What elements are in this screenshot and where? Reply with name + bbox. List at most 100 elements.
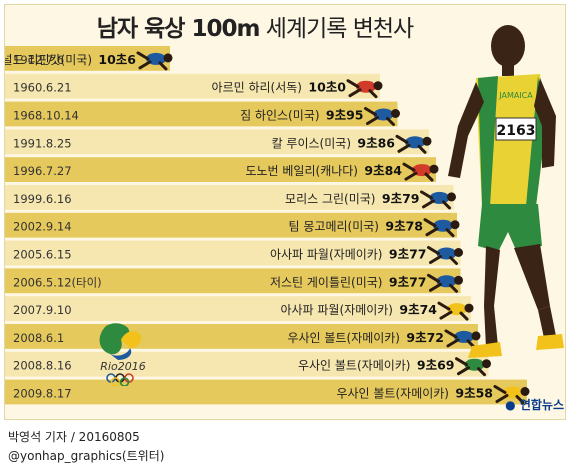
record-date: 2009.8.17 <box>13 387 72 401</box>
record-time: 9초69 <box>417 358 455 373</box>
record-athlete: 아사파 파월(자메이카) <box>270 248 383 262</box>
record-band <box>5 157 436 182</box>
infographic-frame: 남자 육상 100m 세계기록 변천사 1912.7.6 10초6 도널드 리핀캇(… <box>4 4 566 420</box>
record-date: 2008.6.1 <box>13 331 64 345</box>
runner-leg <box>449 256 458 265</box>
record-date: 2002.9.14 <box>13 220 72 234</box>
record-band <box>5 129 429 155</box>
record-athlete: 아사파 파월(자메이카) <box>280 303 393 317</box>
runner-arm <box>395 134 409 144</box>
agency-icon: ● <box>505 398 516 412</box>
record-date: 1991.8.25 <box>13 136 72 150</box>
runner-arm <box>427 246 440 255</box>
runner-leg <box>495 394 509 403</box>
runner-arm <box>427 273 440 283</box>
record-date: 2008.8.16 <box>13 359 72 373</box>
runner-head <box>373 81 383 91</box>
agency-logo: ● 연합뉴스 <box>505 396 564 413</box>
twitter-text: @yonhap_graphics(트위터) <box>8 449 165 463</box>
runner-arm <box>136 51 150 61</box>
record-date: 2007.9.10 <box>13 303 72 317</box>
runner-leg <box>348 88 362 98</box>
runner-leg <box>442 200 451 210</box>
record-time: 9초79 <box>382 191 420 206</box>
runner-head <box>429 164 439 174</box>
runner-arm <box>444 329 458 339</box>
record-time: 9초84 <box>364 163 402 178</box>
runner-arm <box>364 107 377 116</box>
runner-head <box>422 136 432 146</box>
runner-leg <box>425 227 439 237</box>
runner-arm <box>346 79 360 89</box>
runner-leg <box>138 60 152 70</box>
runner-head <box>447 192 456 202</box>
runner-leg <box>459 311 469 321</box>
runner-leg <box>386 117 395 126</box>
record-athlete: 팀 몽고메리(미국) <box>289 220 379 234</box>
bib-number: 2163 <box>497 123 536 139</box>
record-athlete: 도널드 리핀캇(미국) <box>5 53 92 67</box>
usain-bolt-illustration: 2163 JAMAICA <box>448 25 564 358</box>
runner-leg <box>366 116 379 125</box>
record-time: 9초77 <box>389 274 427 289</box>
record-time: 10초6 <box>98 52 136 67</box>
record-date: 1996.7.27 <box>13 164 72 178</box>
record-athlete: 아르민 하리(서독) <box>212 81 302 95</box>
runner-arm <box>437 301 451 311</box>
record-band <box>5 351 489 377</box>
record-time: 9초58 <box>455 386 493 401</box>
runner-head <box>482 359 491 369</box>
record-date: 1968.10.14 <box>13 109 79 123</box>
record-time: 9초72 <box>406 330 444 345</box>
record-band <box>5 268 461 294</box>
runner-leg <box>515 395 525 404</box>
record-time: 10초0 <box>308 80 346 95</box>
record-time: 9초95 <box>326 108 364 123</box>
jersey-text: JAMAICA <box>498 91 533 100</box>
record-band <box>5 296 471 321</box>
record-time: 9초86 <box>357 135 395 150</box>
runner-leg <box>445 228 455 238</box>
runner-arm <box>420 190 433 200</box>
record-time: 9초78 <box>385 219 423 234</box>
runner-leg <box>368 89 378 99</box>
runner-head <box>391 109 400 118</box>
record-chart: 1912.7.6 10초6 도널드 리핀캇(미국) 1960.6.21 10초0 아르민 … <box>5 46 530 405</box>
record-time: 9초74 <box>399 302 437 317</box>
runner-head <box>450 220 460 230</box>
record-band <box>5 324 478 349</box>
runner-arm <box>402 162 416 172</box>
runner-leg <box>446 338 460 348</box>
record-athlete: 저스틴 게이틀린(미국) <box>270 275 383 289</box>
record-date: 1912.7.6 <box>13 53 64 67</box>
runner-leg <box>429 255 442 264</box>
record-band <box>5 379 527 405</box>
record-date: 2006.5.12(타이) <box>13 275 102 289</box>
record-athlete: 모리스 그린(미국) <box>285 192 375 206</box>
runner-arm <box>423 218 437 228</box>
runner-leg <box>417 144 427 154</box>
runner-leg <box>422 199 435 209</box>
runner-leg <box>424 172 434 182</box>
record-band <box>5 73 380 99</box>
runner-arm <box>455 357 468 367</box>
credit-text: 박영석 기자 / 20160805 <box>8 430 140 444</box>
runner-head <box>520 387 530 396</box>
record-date: 1999.6.16 <box>13 192 72 206</box>
runner-arm <box>493 385 507 394</box>
runner-leg <box>429 282 442 292</box>
record-band <box>5 101 398 127</box>
record-band <box>5 185 454 210</box>
runner-head <box>454 248 463 257</box>
runner-leg <box>477 367 486 377</box>
runner-head <box>163 53 173 63</box>
record-date: 2005.6.15 <box>13 248 72 262</box>
rio-2016-logo: Rio2016 <box>99 323 146 386</box>
record-date: 1960.6.21 <box>13 81 72 95</box>
runner-head <box>464 303 474 313</box>
record-time: 9초77 <box>389 247 427 262</box>
runner-leg <box>404 171 418 181</box>
record-athlete: 짐 하인스(미국) <box>240 109 319 123</box>
runner-leg <box>397 143 411 153</box>
rio-logo-text: Rio2016 <box>100 360 145 373</box>
